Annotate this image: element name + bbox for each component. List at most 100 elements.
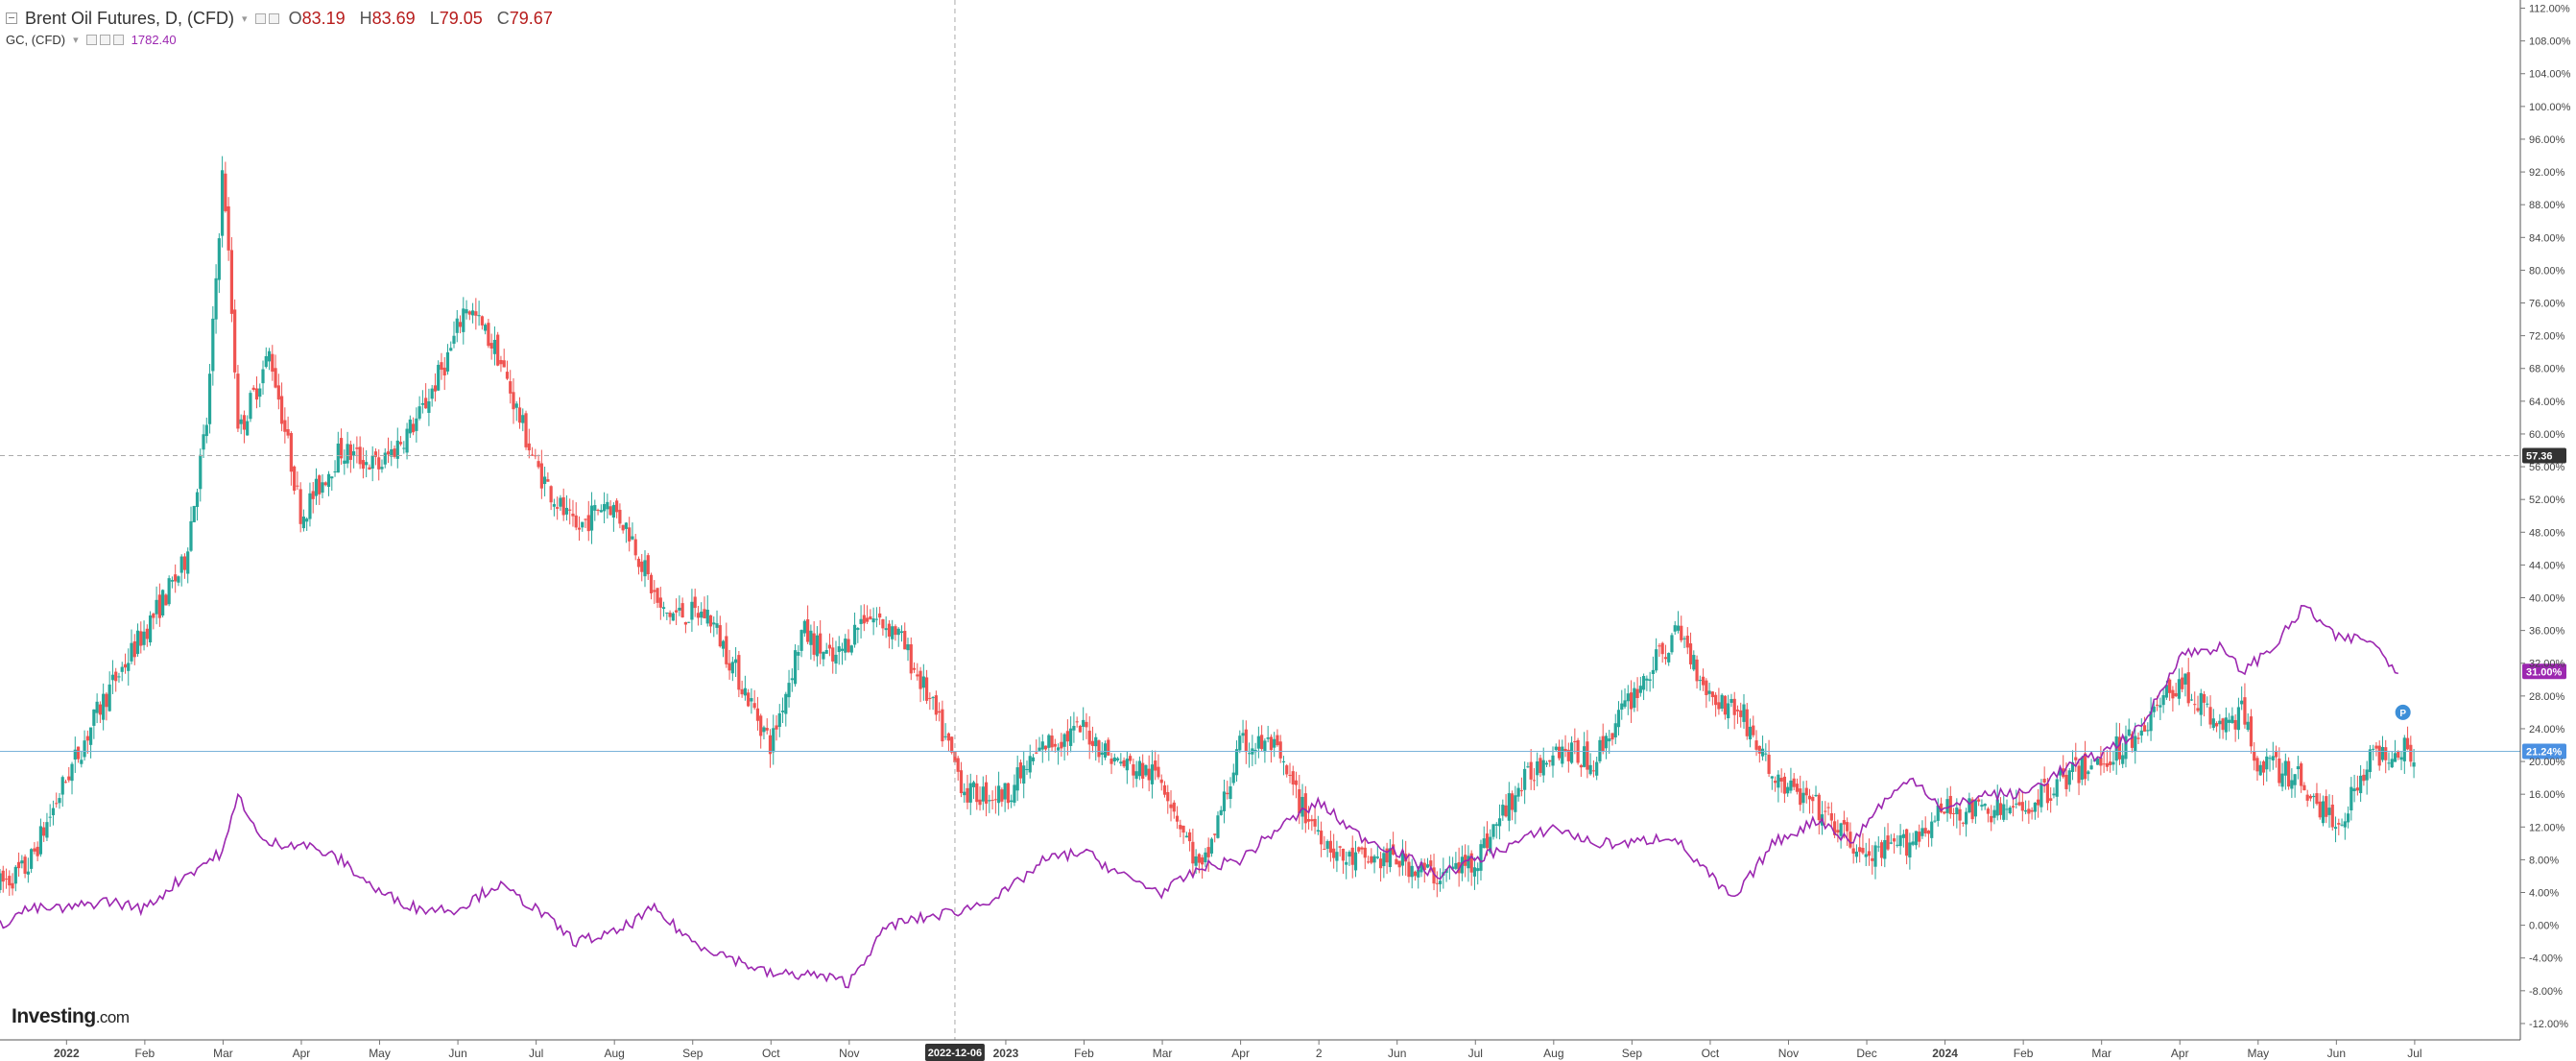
candle-body [251,387,255,391]
candle-body [891,626,894,639]
candle-body [298,489,302,524]
candle-body [2412,762,2416,767]
candle-body [174,574,178,582]
settings-icon[interactable] [85,34,97,45]
candle-body [1536,761,1539,776]
candle-body [1238,735,1242,751]
y-tick-label: -8.00% [2529,986,2563,998]
candle-body [1660,642,1664,655]
candle-body [1501,805,1505,816]
candle-body [727,663,731,671]
candle-body [1422,862,1426,871]
candle-body [1795,784,1800,792]
crosshair-price-tag: 57.36 [2526,450,2553,462]
y-tick-label: -4.00% [2529,953,2563,965]
candle-body [1541,760,1545,776]
candle-body [1350,847,1354,865]
candle-body [1519,790,1523,792]
collapse-icon[interactable] [6,12,17,24]
candle-body [23,856,27,874]
candle-body [1085,721,1088,728]
candle-body [1876,846,1880,848]
y-tick-label: 68.00% [2529,364,2565,375]
candle-body [1983,804,1987,807]
candle-body [1854,851,1859,857]
candle-body [2017,802,2021,806]
y-tick-label: 92.00% [2529,167,2565,179]
candle-body [1040,741,1044,750]
candle-body [1072,725,1076,731]
candle-body [1181,825,1185,833]
legend-compare-row[interactable]: GC, (CFD) ▾ 1782.40 [6,29,561,50]
candle-body [806,619,810,642]
candle-body [1035,752,1038,754]
close-icon[interactable] [112,34,124,45]
candle-body [2271,756,2275,760]
x-tick-label: Oct [1702,1047,1720,1060]
candle-body [352,450,356,456]
candle-body [2052,793,2056,796]
candle-body [881,618,885,629]
chevron-down-icon[interactable]: ▾ [242,12,248,25]
open-label: O [288,8,302,28]
candle-body [2111,761,2115,765]
candle-body [279,396,284,424]
candle-body [2127,729,2131,736]
legend-main-row[interactable]: Brent Oil Futures, D, (CFD) ▾ O83.19 H83… [6,8,561,29]
eye-icon[interactable] [99,34,110,45]
candle-body [1968,798,1971,813]
candle-body [571,513,575,517]
candle-body [30,849,34,869]
x-tick-label: Oct [762,1047,780,1060]
candle-body [984,782,989,804]
candle-body [1951,812,1956,814]
candle-body [445,351,450,372]
candle-body [1767,754,1771,774]
candle-body [624,522,629,529]
candle-body [1583,746,1586,767]
candle-body [1479,844,1483,871]
candle-body [1667,653,1671,663]
symbol-title[interactable]: Brent Oil Futures, D, (CFD) [25,8,235,28]
candle-body [1494,824,1498,826]
x-tick-label: Mar [1153,1047,1173,1060]
candle-body [383,452,387,465]
candle-body [480,316,484,326]
chevron-down-icon[interactable]: ▾ [73,34,79,46]
settings-icon[interactable] [254,12,266,24]
candle-body [1507,793,1511,821]
candle-body [730,662,734,674]
candle-body [1025,768,1029,770]
candle-body [1043,745,1048,750]
candle-body [894,626,897,636]
y-tick-label: 108.00% [2529,36,2571,48]
candle-body [649,574,654,593]
candle-body [703,609,706,618]
candle-body [1832,821,1837,835]
candle-body [862,615,866,624]
candle-body [2117,736,2122,760]
candle-body [1144,764,1148,776]
candle-body [182,556,187,570]
candle-body [906,644,910,651]
candle-body [514,403,518,408]
candle-body [458,322,463,327]
candle-body [2015,803,2018,805]
candle-body [1078,725,1083,733]
candle-body [924,677,929,701]
eye-icon[interactable] [268,12,279,24]
candle-body [1392,844,1395,856]
candle-body [1992,809,1996,818]
candle-body [1849,832,1852,848]
candle-body [390,448,394,457]
candle-body [2349,786,2353,811]
y-tick-label: 52.00% [2529,494,2565,506]
candle-body [1717,702,1721,710]
candle-body [2049,798,2053,801]
x-tick-label: 2 [1316,1047,1323,1060]
candle-body [675,610,679,613]
compare-title[interactable]: GC, (CFD) [6,32,66,47]
candle-body [1213,833,1217,835]
candle-body [1804,787,1808,796]
